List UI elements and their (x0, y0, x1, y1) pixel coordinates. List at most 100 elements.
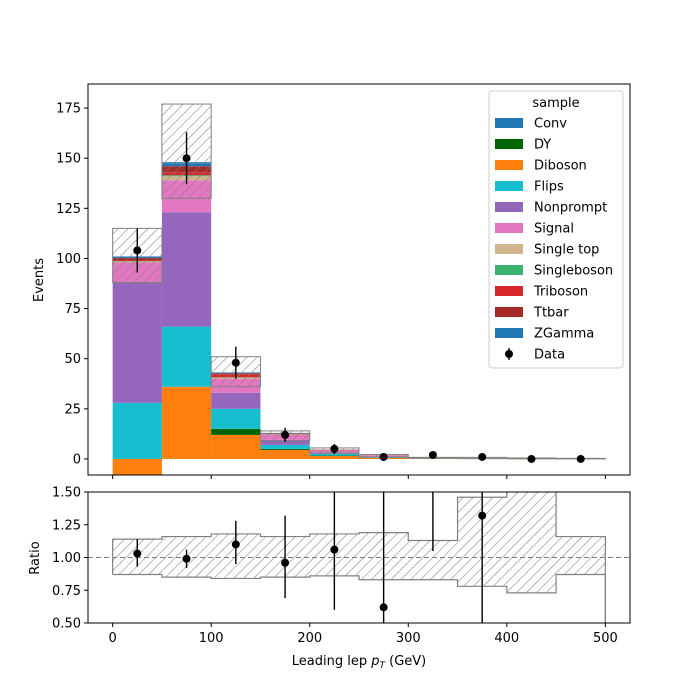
bar-segment (211, 408, 261, 429)
ratio-ytick-label: 0.75 (52, 584, 81, 599)
legend-item: Ttbar (495, 306, 569, 321)
main-plot-panel: 0 25 50 75 100 125 150 175 (56, 83, 631, 479)
bar-segment (260, 448, 310, 450)
legend-label: Singleboson (534, 264, 613, 279)
legend-swatch (495, 307, 523, 317)
ratio-point (281, 558, 290, 567)
legend-item: Triboson (495, 285, 588, 300)
ratio-ylabel: Ratio (28, 541, 43, 574)
bar-segment (161, 212, 212, 327)
legend-swatch (495, 202, 523, 212)
ratio-band-box (556, 536, 606, 575)
legend-label: Nonprompt (534, 201, 607, 216)
ratio-xtick-label: 300 (396, 631, 421, 646)
ratio-point (182, 554, 191, 563)
main-ytick-label: 75 (64, 302, 81, 317)
legend-title: sample (532, 96, 579, 111)
ratio-xtick-label: 400 (494, 631, 519, 646)
legend-swatch (495, 265, 523, 275)
ratio-plot-panel: 0.50 0.75 1.00 1.25 1.50 0 100 200 300 400 500 (52, 396, 631, 646)
bar-segment (161, 386, 212, 459)
ratio-point (429, 396, 437, 404)
bar-segment (112, 282, 162, 403)
ratio-band-upper-edge (112, 492, 606, 623)
xlabel-unit: (GeV) (385, 654, 426, 669)
bar-segment (112, 402, 162, 459)
legend-label: Flips (534, 180, 564, 195)
main-ylabel: Events (32, 258, 47, 302)
bar-segment (161, 326, 212, 387)
legend-label: Ttbar (533, 306, 569, 321)
legend-label: Diboson (534, 159, 587, 174)
main-ytick-label: 150 (56, 152, 81, 167)
ratio-point (379, 603, 388, 612)
main-ytick-label: 175 (56, 102, 81, 117)
data-point (428, 450, 437, 459)
ratio-band-box (506, 492, 557, 593)
bar-segment (211, 428, 261, 435)
data-point (133, 246, 142, 255)
data-point (231, 358, 240, 367)
legend-label: Triboson (533, 285, 588, 300)
legend-label: Data (534, 348, 565, 363)
legend-label: Signal (534, 222, 574, 237)
bar-segment (211, 434, 261, 459)
legend: sample Conv DY Diboson Flips Nonprompt Signal S… (488, 90, 624, 369)
ratio-ytick-label: 1.25 (52, 518, 81, 533)
legend-item: Diboson (495, 159, 587, 174)
data-point (527, 454, 536, 463)
bar-segment (260, 439, 310, 445)
legend-swatch (495, 328, 523, 338)
ratio-ytick-label: 1.50 (52, 486, 81, 501)
data-point (281, 430, 290, 439)
main-ytick-label: 25 (64, 402, 81, 417)
legend-swatch (495, 244, 523, 254)
series-diboson (112, 386, 606, 475)
ratio-points (133, 396, 487, 623)
legend-swatch (495, 118, 523, 128)
ratio-ytick-label: 1.00 (52, 551, 81, 566)
data-point (330, 444, 339, 453)
legend-data-marker (505, 350, 513, 358)
ratio-xlabel: Leading lep pT (GeV) (292, 654, 426, 671)
ratio-point (133, 549, 142, 558)
ratio-uncertainty-band (112, 492, 606, 623)
main-plot-area (112, 103, 606, 475)
bar-segment (112, 458, 162, 475)
bar-segment (211, 392, 261, 409)
legend-item: ZGamma (495, 327, 594, 342)
legend-swatch (495, 181, 523, 191)
legend-swatch (495, 160, 523, 170)
legend-label: Conv (534, 117, 567, 132)
bar-segment (260, 449, 310, 459)
bar-segment (309, 455, 359, 459)
data-point (182, 154, 191, 163)
legend-item: Conv (495, 117, 567, 132)
ratio-point (231, 540, 240, 549)
main-ytick-label: 125 (56, 202, 81, 217)
ratio-xtick-label: 200 (297, 631, 322, 646)
xlabel-subscript: T (379, 661, 386, 671)
xlabel-main: Leading lep (292, 654, 371, 669)
legend-item: Signal (495, 222, 574, 237)
legend-label: Single top (534, 243, 599, 258)
legend-swatch (495, 223, 523, 233)
legend-swatch (495, 286, 523, 296)
ratio-point (478, 511, 487, 520)
series-nonprompt (112, 212, 606, 459)
data-point (576, 454, 585, 463)
ratio-band-lower-edge (112, 573, 606, 623)
legend-label: ZGamma (534, 327, 594, 342)
ratio-point (330, 545, 339, 554)
legend-label: DY (534, 138, 551, 153)
legend-item: Data (505, 348, 565, 363)
bar-segment (309, 453, 359, 456)
xlabel-symbol: p (370, 654, 379, 669)
data-points (133, 132, 585, 463)
ratio-xtick-label: 0 (108, 631, 116, 646)
legend-item: DY (495, 138, 551, 153)
series-flips (112, 326, 606, 460)
legend-item: Flips (495, 180, 564, 195)
ratio-xtick-label: 100 (199, 631, 224, 646)
